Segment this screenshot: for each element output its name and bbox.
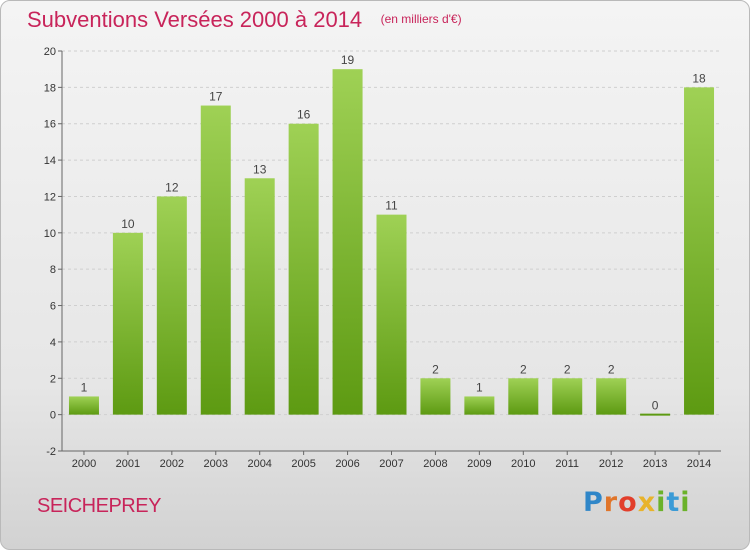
data-label: 0 [652, 399, 659, 413]
x-tick-label: 2001 [116, 458, 140, 470]
title-row: Subventions Versées 2000 à 2014 (en mill… [27, 7, 462, 33]
data-label: 18 [692, 71, 706, 85]
logo-letter: r [603, 487, 619, 518]
bar [244, 178, 275, 415]
y-tick-label: 16 [44, 119, 56, 131]
x-tick-label: 2005 [291, 458, 315, 470]
x-tick-label: 2010 [511, 458, 535, 470]
x-tick-label: 2011 [555, 458, 579, 470]
logo-letter: t [666, 487, 681, 518]
bar [508, 378, 539, 415]
data-label: 2 [520, 362, 527, 376]
data-label: 1 [81, 380, 88, 394]
y-tick-label: 0 [50, 410, 56, 422]
x-tick-label: 2000 [72, 458, 96, 470]
logo-letter: P [583, 487, 604, 518]
data-label: 17 [209, 90, 223, 104]
x-tick-label: 2002 [160, 458, 184, 470]
bar [684, 87, 715, 415]
y-tick-label: 18 [44, 82, 56, 94]
logo-letter: o [618, 487, 638, 518]
bar [420, 378, 451, 415]
bar [200, 105, 231, 415]
bar [596, 378, 627, 415]
y-tick-label: -2 [46, 446, 56, 458]
data-label: 12 [165, 180, 179, 194]
x-tick-label: 2014 [687, 458, 711, 470]
bar [640, 413, 671, 416]
bar [112, 232, 143, 415]
data-label: 10 [121, 217, 135, 231]
y-tick-label: 4 [50, 337, 56, 349]
bar [332, 69, 363, 415]
bar [288, 123, 319, 415]
data-label: 2 [564, 362, 571, 376]
x-tick-label: 2013 [643, 458, 667, 470]
proxiti-logo: Proxiti [583, 487, 691, 518]
chart-title: Subventions Versées 2000 à 2014 [27, 7, 363, 32]
data-label: 16 [297, 108, 311, 122]
x-tick-label: 2007 [379, 458, 403, 470]
bar [552, 378, 583, 415]
data-label: 2 [432, 362, 439, 376]
x-tick-label: 2008 [423, 458, 447, 470]
logo-letter: i [656, 487, 667, 518]
x-tick-label: 2004 [247, 458, 271, 470]
bar [464, 396, 495, 415]
commune-name: SEICHEPREY [37, 495, 161, 517]
logo-letter: x [637, 487, 657, 518]
x-tick-label: 2009 [467, 458, 491, 470]
data-label: 2 [608, 362, 615, 376]
y-tick-label: 8 [50, 264, 56, 276]
chart-unit: (en milliers d'€) [380, 12, 462, 26]
bar [68, 396, 99, 415]
y-tick-label: 14 [44, 155, 56, 167]
data-label: 11 [385, 199, 398, 213]
logo-letter: i [680, 487, 691, 518]
y-tick-label: 6 [50, 301, 56, 313]
data-label: 13 [253, 162, 267, 176]
y-tick-label: 12 [44, 191, 56, 203]
bar [156, 196, 187, 415]
data-label: 19 [341, 53, 355, 67]
bar [376, 214, 407, 415]
x-tick-label: 2003 [204, 458, 228, 470]
y-tick-label: 10 [44, 228, 56, 240]
data-label: 1 [476, 380, 483, 394]
y-tick-label: 2 [50, 373, 56, 385]
x-tick-label: 2006 [335, 458, 359, 470]
x-tick-label: 2012 [599, 458, 623, 470]
y-tick-label: 20 [44, 46, 56, 58]
